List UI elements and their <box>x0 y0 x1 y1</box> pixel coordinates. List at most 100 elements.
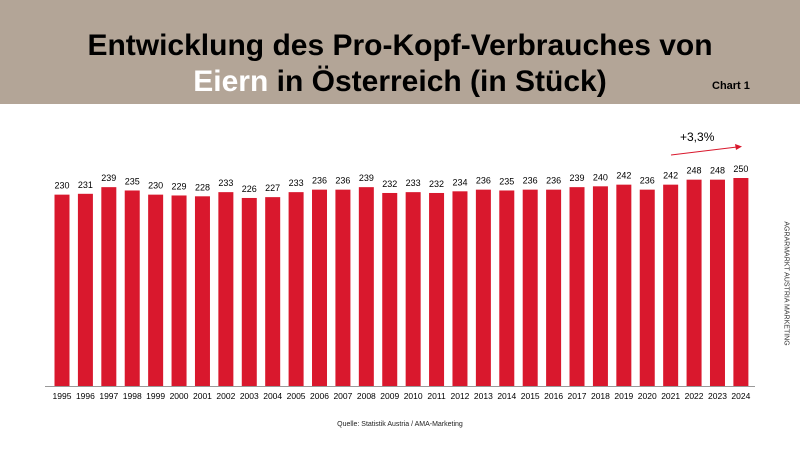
x-tick-label: 2017 <box>568 391 587 401</box>
data-label: 236 <box>523 176 538 186</box>
x-tick-label: 2006 <box>310 391 329 401</box>
data-label: 233 <box>289 178 304 188</box>
bar <box>686 179 702 386</box>
title-line1: Entwicklung des Pro-Kopf-Verbrauches von <box>87 29 713 62</box>
bar <box>405 192 421 386</box>
chart-number-label: Chart 1 <box>712 80 750 92</box>
x-tick-label: 2016 <box>544 391 563 401</box>
data-label: 239 <box>570 173 585 183</box>
bar <box>592 186 608 386</box>
data-label: 248 <box>710 166 725 176</box>
bar <box>218 192 234 386</box>
data-label: 228 <box>195 182 210 192</box>
x-tick-label: 1997 <box>99 391 118 401</box>
data-label: 226 <box>242 184 257 194</box>
bar <box>616 184 632 386</box>
x-tick-label: 2022 <box>685 391 704 401</box>
data-label: 232 <box>429 179 444 189</box>
data-label: 227 <box>265 183 280 193</box>
x-tick-label: 2000 <box>170 391 189 401</box>
data-label: 239 <box>359 173 374 183</box>
bar <box>101 187 117 386</box>
data-label: 234 <box>452 177 467 187</box>
x-tick-label: 2021 <box>661 391 680 401</box>
x-tick-label: 1998 <box>123 391 142 401</box>
title-highlight: Eiern <box>193 65 269 98</box>
data-label: 239 <box>101 173 116 183</box>
x-tick-label: 2002 <box>216 391 235 401</box>
bar <box>358 187 374 386</box>
bar <box>639 189 655 386</box>
x-tick-label: 2011 <box>427 391 446 401</box>
bar <box>569 187 585 386</box>
data-label: 236 <box>640 176 655 186</box>
bar <box>148 194 164 386</box>
bar <box>522 189 538 386</box>
data-label: 236 <box>476 176 491 186</box>
bar <box>475 189 491 386</box>
trend-arrow <box>670 146 738 156</box>
page-title: Entwicklung des Pro-Kopf-Verbrauches von… <box>0 28 800 100</box>
x-tick-label: 2018 <box>591 391 610 401</box>
bar <box>733 178 749 386</box>
bar <box>265 197 281 386</box>
source-note: Quelle: Statistik Austria / AMA-Marketin… <box>337 421 463 428</box>
header-band <box>0 0 800 104</box>
title-line2: in Österreich (in Stück) <box>268 65 607 98</box>
bar <box>546 189 562 386</box>
x-tick-label: 2019 <box>614 391 633 401</box>
data-label: 231 <box>78 180 93 190</box>
x-tick-label: 2015 <box>521 391 540 401</box>
data-label: 248 <box>687 166 702 176</box>
bar <box>194 196 210 386</box>
x-tick-label: 2001 <box>193 391 212 401</box>
x-tick-label: 1999 <box>146 391 165 401</box>
x-tick-label: 2009 <box>380 391 399 401</box>
data-label: 233 <box>406 178 421 188</box>
data-label: 235 <box>125 176 140 186</box>
x-tick-label: 2020 <box>638 391 657 401</box>
data-label: 232 <box>382 179 397 189</box>
bar <box>288 192 304 386</box>
trend-annotation: +3,3% <box>680 130 715 144</box>
bar <box>241 197 257 386</box>
x-tick-label: 2004 <box>263 391 282 401</box>
trend-arrowhead <box>735 144 742 150</box>
x-tick-label: 2014 <box>497 391 516 401</box>
bar <box>499 190 515 386</box>
data-label: 236 <box>335 176 350 186</box>
bar <box>382 192 398 386</box>
bar <box>124 190 140 386</box>
bar <box>171 195 187 386</box>
bar <box>77 193 93 386</box>
data-label: 236 <box>312 176 327 186</box>
bar <box>452 191 468 386</box>
data-label: 230 <box>148 181 163 191</box>
bar <box>663 184 679 386</box>
x-tick-label: 2010 <box>404 391 423 401</box>
x-tick-label: 2008 <box>357 391 376 401</box>
data-label: 236 <box>546 176 561 186</box>
data-label: 235 <box>499 176 514 186</box>
x-tick-label: 2012 <box>451 391 470 401</box>
x-tick-label: 2013 <box>474 391 493 401</box>
data-label: 240 <box>593 172 608 182</box>
bar <box>312 189 328 386</box>
data-label: 229 <box>172 181 187 191</box>
data-label: 242 <box>616 171 631 181</box>
data-label: 242 <box>663 171 678 181</box>
x-tick-label: 2023 <box>708 391 727 401</box>
x-tick-label: 2024 <box>731 391 750 401</box>
bar <box>709 179 725 386</box>
x-tick-label: 1996 <box>76 391 95 401</box>
bar <box>54 194 70 386</box>
x-tick-label: 2007 <box>333 391 352 401</box>
data-label: 233 <box>218 178 233 188</box>
x-tick-label: 2003 <box>240 391 259 401</box>
data-label: 250 <box>733 164 748 174</box>
bar <box>429 192 445 386</box>
data-label: 230 <box>54 181 69 191</box>
x-tick-label: 2005 <box>287 391 306 401</box>
x-tick-label: 1995 <box>53 391 72 401</box>
